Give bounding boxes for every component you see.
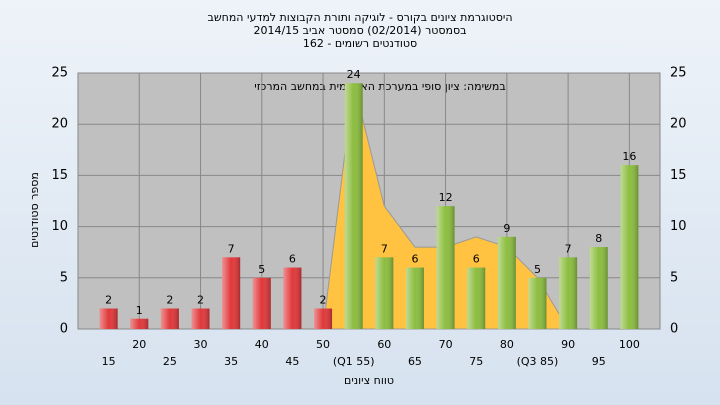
x-tick-label: 25 bbox=[163, 355, 177, 368]
y-tick-label: 5 bbox=[670, 270, 678, 285]
x-tick-label: 35 bbox=[224, 355, 238, 368]
x-tick-label: 45 bbox=[285, 355, 299, 368]
x-tick-label: 20 bbox=[132, 338, 146, 351]
x-tick-label: 15 bbox=[102, 355, 116, 368]
y-axis-label: מספר סטודנטים bbox=[28, 172, 41, 248]
bar-shade bbox=[497, 236, 516, 329]
bar-shade bbox=[283, 267, 302, 329]
y-tick-label: 5 bbox=[60, 270, 68, 285]
value-label: 16 bbox=[622, 150, 636, 163]
y-tick-label: 25 bbox=[51, 66, 68, 81]
bar-shade bbox=[467, 267, 486, 329]
value-label: 6 bbox=[411, 253, 418, 266]
value-label: 2 bbox=[166, 294, 173, 307]
value-label: 7 bbox=[381, 242, 388, 255]
value-label: 6 bbox=[289, 253, 296, 266]
x-tick-label: 100 bbox=[619, 338, 640, 351]
bar-shade bbox=[252, 277, 271, 329]
bar-shade bbox=[589, 247, 608, 329]
value-label: 8 bbox=[595, 232, 602, 245]
y-tick-label: 15 bbox=[51, 168, 68, 183]
value-label: 2 bbox=[320, 294, 327, 307]
bar-shade bbox=[160, 308, 179, 329]
y-tick-label: 20 bbox=[670, 117, 687, 132]
y-tick-label: 10 bbox=[51, 219, 68, 234]
bar-shade bbox=[436, 206, 455, 329]
value-label: 7 bbox=[565, 242, 572, 255]
x-tick-label: 40 bbox=[255, 338, 269, 351]
value-label: 7 bbox=[228, 242, 235, 255]
bar-shade bbox=[314, 308, 333, 329]
x-tick-label: 90 bbox=[561, 338, 575, 351]
chart-title: היסטוגרמת ציונים בקורס - לוגיקה ותורת הק… bbox=[207, 11, 512, 24]
y-tick-label: 20 bbox=[51, 117, 68, 132]
x-tick-label: 60 bbox=[377, 338, 391, 351]
bar-shade bbox=[405, 267, 424, 329]
value-label: 1 bbox=[136, 304, 143, 317]
value-label: 9 bbox=[503, 222, 510, 235]
y-tick-label: 0 bbox=[60, 322, 68, 337]
bar-shade bbox=[559, 257, 578, 329]
bar-shade bbox=[191, 308, 210, 329]
value-label: 2 bbox=[105, 294, 112, 307]
value-label: 12 bbox=[439, 191, 453, 204]
x-tick-label: 80 bbox=[500, 338, 514, 351]
x-tick-label: 95 bbox=[592, 355, 606, 368]
bar-shade bbox=[99, 308, 118, 329]
x-tick-label: 75 bbox=[469, 355, 483, 368]
value-label: 5 bbox=[258, 263, 265, 276]
x-tick-label: (Q1 55) bbox=[333, 355, 375, 368]
bar-shade bbox=[130, 318, 149, 329]
x-axis-label: טווח ציונים bbox=[344, 374, 394, 387]
value-label: 5 bbox=[534, 263, 541, 276]
subtitle: בסמסטר (02/2014) סמסטר אביב 2014/15 bbox=[253, 24, 466, 37]
subtitle: סטודנטים רשומים - 162 bbox=[303, 37, 417, 50]
x-tick-label: 50 bbox=[316, 338, 330, 351]
x-tick-label: (Q3 85) bbox=[517, 355, 559, 368]
y-tick-label: 10 bbox=[670, 219, 687, 234]
bar-shade bbox=[375, 257, 394, 329]
x-tick-label: 30 bbox=[194, 338, 208, 351]
value-label: 6 bbox=[473, 253, 480, 266]
value-label: 24 bbox=[347, 68, 361, 81]
annotation: במשימה: ציון סופי במערכת האקדמית במחשב ה… bbox=[254, 80, 505, 93]
bar-shade bbox=[222, 257, 241, 329]
y-tick-label: 15 bbox=[670, 168, 687, 183]
x-tick-label: 65 bbox=[408, 355, 422, 368]
bar-shade bbox=[620, 165, 639, 329]
y-tick-label: 0 bbox=[670, 322, 678, 337]
bar-shade bbox=[344, 83, 363, 330]
x-tick-label: 70 bbox=[439, 338, 453, 351]
y-tick-label: 25 bbox=[670, 66, 687, 81]
value-label: 2 bbox=[197, 294, 204, 307]
bar-shade bbox=[528, 277, 547, 329]
